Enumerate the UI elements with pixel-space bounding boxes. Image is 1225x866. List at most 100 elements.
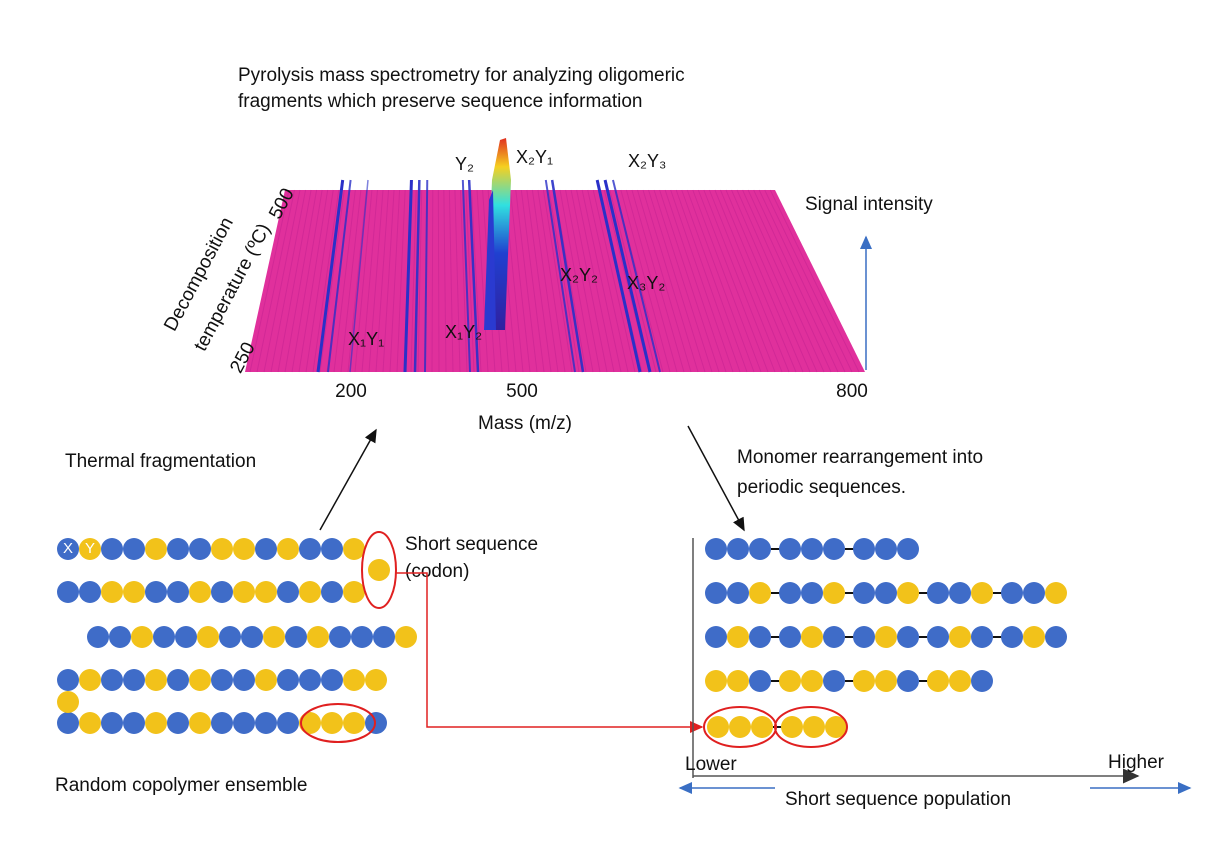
peak-label: X₂Y₂ [560, 265, 598, 285]
bead [263, 626, 285, 648]
bead [307, 626, 329, 648]
bead [167, 581, 189, 603]
bead [277, 581, 299, 603]
bead [189, 669, 211, 691]
bead [211, 538, 233, 560]
bead [299, 712, 321, 734]
bead [971, 626, 993, 648]
bead [131, 626, 153, 648]
bead [57, 712, 79, 734]
bead [1001, 626, 1023, 648]
bead [79, 669, 101, 691]
arrow-label: periodic sequences. [737, 477, 906, 498]
bead [175, 626, 197, 648]
bead [727, 538, 749, 560]
bead [123, 538, 145, 560]
bead [255, 669, 277, 691]
bead [123, 581, 145, 603]
bead [255, 581, 277, 603]
bead [897, 538, 919, 560]
bead [145, 581, 167, 603]
bead [277, 712, 299, 734]
x-tick-label: 800 [836, 381, 868, 402]
bead [123, 712, 145, 734]
bead [123, 669, 145, 691]
callout: (codon) [405, 561, 469, 582]
bead [779, 538, 801, 560]
title-line: Pyrolysis mass spectrometry for analyzin… [238, 65, 685, 86]
bead [219, 626, 241, 648]
bead [211, 712, 233, 734]
peak-label: X₁Y₁ [348, 329, 384, 349]
bead [395, 626, 417, 648]
bead [949, 626, 971, 648]
bead [853, 626, 875, 648]
bead [823, 626, 845, 648]
bead [705, 582, 727, 604]
bead [823, 538, 845, 560]
title-line: fragments which preserve sequence inform… [238, 91, 642, 112]
bead [233, 669, 255, 691]
bead [1023, 626, 1045, 648]
bead [343, 712, 365, 734]
bead [875, 670, 897, 692]
bead [145, 669, 167, 691]
bead [875, 538, 897, 560]
bead [707, 716, 729, 738]
bead [101, 712, 123, 734]
bead [79, 712, 101, 734]
peak-label: X₃Y₂ [627, 273, 665, 293]
bead [801, 582, 823, 604]
bead [351, 626, 373, 648]
z-axis-label: Signal intensity [805, 194, 933, 215]
bead [949, 670, 971, 692]
bead [373, 626, 395, 648]
bead [57, 691, 79, 713]
bead [167, 538, 189, 560]
bead [299, 538, 321, 560]
bead [189, 712, 211, 734]
bead [285, 626, 307, 648]
bead [705, 626, 727, 648]
bead [233, 538, 255, 560]
x-tick-label: 500 [506, 381, 538, 402]
arrow-label: Thermal fragmentation [65, 451, 256, 472]
bead [368, 559, 390, 581]
x-axis-label: Mass (m/z) [478, 413, 572, 434]
bead [779, 670, 801, 692]
bead [749, 626, 771, 648]
bead [949, 582, 971, 604]
bead [897, 626, 919, 648]
bead [321, 538, 343, 560]
bead [781, 716, 803, 738]
bead [727, 582, 749, 604]
bead [167, 669, 189, 691]
bead [343, 538, 365, 560]
bead [927, 670, 949, 692]
bead [705, 670, 727, 692]
bead [109, 626, 131, 648]
bead [343, 581, 365, 603]
bead [897, 670, 919, 692]
bead [197, 626, 219, 648]
bead [801, 670, 823, 692]
bead [823, 670, 845, 692]
bead [1045, 582, 1067, 604]
bead [705, 538, 727, 560]
bead [277, 669, 299, 691]
bead [343, 669, 365, 691]
bead [1023, 582, 1045, 604]
bead [211, 581, 233, 603]
bead [277, 538, 299, 560]
bead [57, 669, 79, 691]
bead [1001, 582, 1023, 604]
bead [853, 582, 875, 604]
peak-label: X₂Y₃ [628, 151, 666, 171]
bead [299, 581, 321, 603]
bead [329, 626, 351, 648]
bead [255, 712, 277, 734]
bead [87, 626, 109, 648]
bead [823, 582, 845, 604]
bead [749, 670, 771, 692]
bead [779, 626, 801, 648]
